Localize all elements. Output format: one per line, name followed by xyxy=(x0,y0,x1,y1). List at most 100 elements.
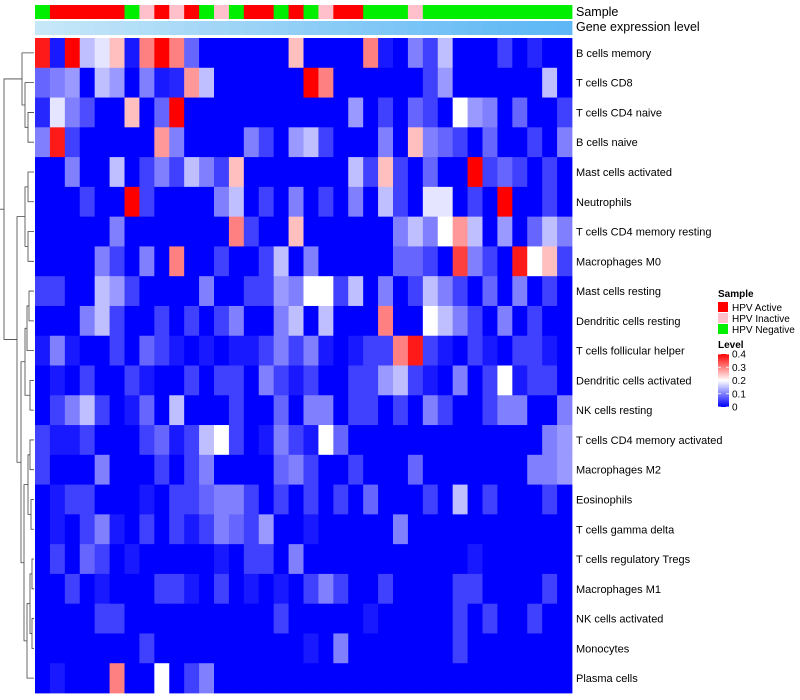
heatmap-cell xyxy=(303,663,319,694)
expression-annotation-cell xyxy=(333,21,349,35)
heatmap-cell xyxy=(184,335,200,366)
heatmap-cell xyxy=(512,157,528,188)
heatmap-cell xyxy=(527,157,543,188)
heatmap-cell xyxy=(79,484,96,515)
expression-annotation-cell xyxy=(557,21,573,35)
expression-annotation-cell xyxy=(124,21,140,35)
heatmap-cell xyxy=(288,365,304,396)
heatmap-cell xyxy=(64,157,81,188)
heatmap-cell xyxy=(497,335,513,366)
heatmap-cell xyxy=(273,305,289,337)
heatmap-cell xyxy=(109,633,125,664)
expression-annotation-cell xyxy=(243,21,260,35)
heatmap-cell xyxy=(437,186,454,218)
heatmap-cell xyxy=(109,425,125,456)
heatmap-cell xyxy=(557,425,573,456)
heatmap-cell xyxy=(258,67,275,98)
heatmap-cell xyxy=(482,38,498,69)
heatmap-cell xyxy=(303,365,319,396)
heatmap-cell xyxy=(333,216,349,247)
heatmap-cell xyxy=(288,186,304,218)
row-label: Macrophages M1 xyxy=(576,584,661,596)
heatmap-cell xyxy=(363,425,379,456)
heatmap-cell xyxy=(333,425,349,456)
heatmap-cell xyxy=(64,484,81,515)
heatmap-cell xyxy=(482,603,498,634)
expression-annotation-cell xyxy=(467,21,483,35)
heatmap-cell xyxy=(228,633,245,664)
heatmap-cell xyxy=(378,663,394,694)
heatmap-cell xyxy=(452,276,468,307)
heatmap-cell xyxy=(184,663,200,694)
heatmap-cell xyxy=(497,663,513,694)
heatmap-cell xyxy=(303,216,319,247)
heatmap-cell xyxy=(497,425,513,456)
heatmap-cell xyxy=(199,633,215,664)
heatmap-cell xyxy=(94,38,110,69)
heatmap-cell xyxy=(452,186,468,218)
heatmap-cell xyxy=(214,157,230,188)
row-label: Dendritic cells activated xyxy=(576,375,692,387)
heatmap-cell xyxy=(437,425,454,456)
heatmap-cell xyxy=(557,186,573,218)
heatmap-cell xyxy=(199,663,215,694)
heatmap-cell xyxy=(363,305,379,337)
heatmap-cell xyxy=(437,157,454,188)
heatmap-cell xyxy=(49,305,66,337)
heatmap-cell xyxy=(35,335,51,366)
heatmap-cell xyxy=(169,67,185,98)
heatmap-cell xyxy=(139,454,155,485)
heatmap-cell xyxy=(288,38,304,69)
heatmap-cell xyxy=(35,395,51,426)
heatmap-cell xyxy=(94,544,110,575)
heatmap-cell xyxy=(363,633,379,664)
heatmap-cell xyxy=(557,97,573,128)
heatmap-cell xyxy=(542,395,558,426)
heatmap-cell xyxy=(393,305,409,337)
heatmap-cell xyxy=(273,246,289,277)
heatmap-cell xyxy=(363,216,379,247)
heatmap-cell xyxy=(542,246,558,277)
heatmap-cell xyxy=(94,425,110,456)
heatmap-cell xyxy=(437,276,454,307)
heatmap-cell xyxy=(49,395,66,426)
heatmap-cell xyxy=(154,97,170,128)
heatmap-cell xyxy=(542,603,558,634)
heatmap-cell xyxy=(199,514,215,545)
heatmap-cell xyxy=(422,633,439,664)
heatmap-cell xyxy=(497,365,513,396)
heatmap-cell xyxy=(512,127,528,158)
heatmap-cell xyxy=(228,186,245,218)
expression-annotation-cell xyxy=(303,21,319,35)
heatmap-cell xyxy=(393,97,409,128)
heatmap-cell xyxy=(228,544,245,575)
heatmap-cell xyxy=(124,127,140,158)
heatmap-cell xyxy=(557,395,573,426)
heatmap-cell xyxy=(258,246,275,277)
heatmap-cell xyxy=(452,157,468,188)
heatmap-cell xyxy=(169,216,185,247)
heatmap-cell xyxy=(94,216,110,247)
heatmap-cell xyxy=(109,544,125,575)
sample-annotation-cell xyxy=(139,5,155,19)
heatmap-cell xyxy=(258,216,275,247)
heatmap-cell xyxy=(348,484,364,515)
heatmap-cell xyxy=(94,514,110,545)
heatmap-cell xyxy=(139,544,155,575)
heatmap-cell xyxy=(154,305,170,337)
heatmap-cell xyxy=(243,276,260,307)
heatmap-cell xyxy=(527,38,543,69)
heatmap-cell xyxy=(184,573,200,605)
heatmap-cell xyxy=(288,335,304,366)
heatmap-cell xyxy=(452,97,468,128)
heatmap-cell xyxy=(467,67,483,98)
heatmap-cell xyxy=(512,603,528,634)
heatmap-cell xyxy=(512,246,528,277)
heatmap-cell xyxy=(393,246,409,277)
sample-annotation-cell xyxy=(363,5,379,19)
heatmap-cell xyxy=(467,603,483,634)
heatmap-cell xyxy=(318,67,334,98)
heatmap-cell xyxy=(243,454,260,485)
heatmap-cell xyxy=(243,395,260,426)
